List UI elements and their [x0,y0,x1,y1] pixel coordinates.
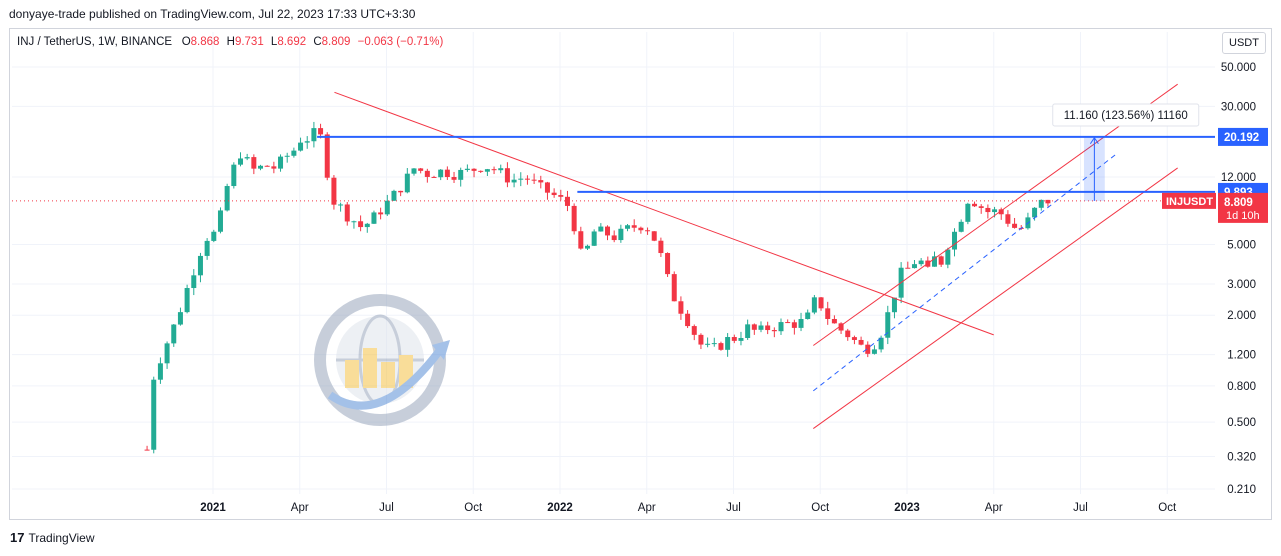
high-value: 9.731 [234,36,264,48]
footer-brand[interactable]: TradingView [28,530,95,545]
chart-frame[interactable] [9,28,1272,520]
high-label: H [226,36,235,48]
symbol-label[interactable]: INJ / TetherUS, 1W, BINANCE [17,36,173,48]
close-label: C [313,36,322,48]
change-value: −0.063 (−0.71%) [357,36,444,48]
close-value: 8.809 [321,36,351,48]
low-value: 8.692 [277,36,307,48]
ohlc-legend: INJ / TetherUS, 1W, BINANCE O8.868 H9.73… [17,36,447,48]
footer: 17 TradingView [10,530,95,545]
tradingview-logo-icon[interactable]: 17 [10,530,25,545]
currency-button[interactable]: USDT [1222,32,1266,54]
published-line: donyaye-trade published on TradingView.c… [9,7,416,21]
open-value: 8.868 [190,36,220,48]
low-label: L [270,36,278,48]
open-label: O [181,36,191,48]
top-bar: donyaye-trade published on TradingView.c… [0,0,1281,28]
